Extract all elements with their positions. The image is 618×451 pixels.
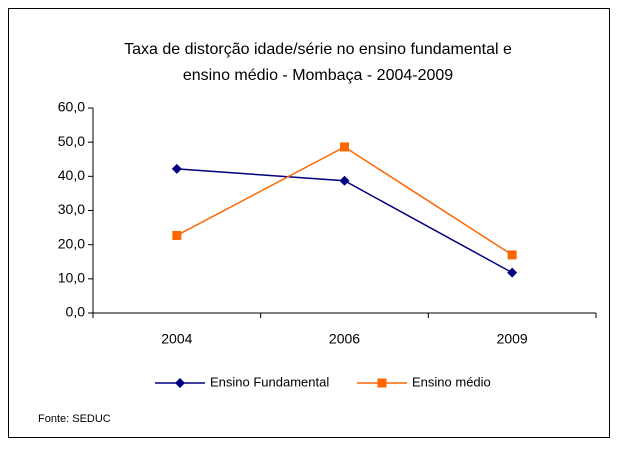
y-tick-label: 30,0 <box>58 201 85 217</box>
data-point <box>507 267 518 278</box>
y-tick-label: 0,0 <box>66 304 86 320</box>
y-tick-label: 50,0 <box>58 133 85 149</box>
data-point <box>339 175 350 186</box>
chart-border <box>8 8 610 438</box>
data-point <box>507 250 517 260</box>
legend-marker <box>377 378 387 388</box>
y-tick-label: 40,0 <box>58 167 85 183</box>
chart-title: ensino médio - Mombaça - 2004-2009 <box>183 67 453 84</box>
chart-title: Taxa de distorção idade/série no ensino … <box>124 41 512 58</box>
data-point <box>340 142 349 152</box>
legend-label: Ensino Fundamental <box>210 374 329 389</box>
data-point <box>171 163 182 174</box>
x-tick-label: 2009 <box>497 331 528 347</box>
data-point <box>172 230 182 240</box>
legend-marker <box>175 378 185 388</box>
y-tick-label: 10,0 <box>58 270 85 286</box>
x-tick-label: 2004 <box>161 331 192 347</box>
x-tick-label: 2006 <box>329 331 360 347</box>
y-tick-label: 60,0 <box>58 99 85 115</box>
y-tick-label: 20,0 <box>58 235 85 251</box>
source-note: Fonte: SEDUC <box>38 413 111 425</box>
legend-label: Ensino médio <box>412 374 491 389</box>
